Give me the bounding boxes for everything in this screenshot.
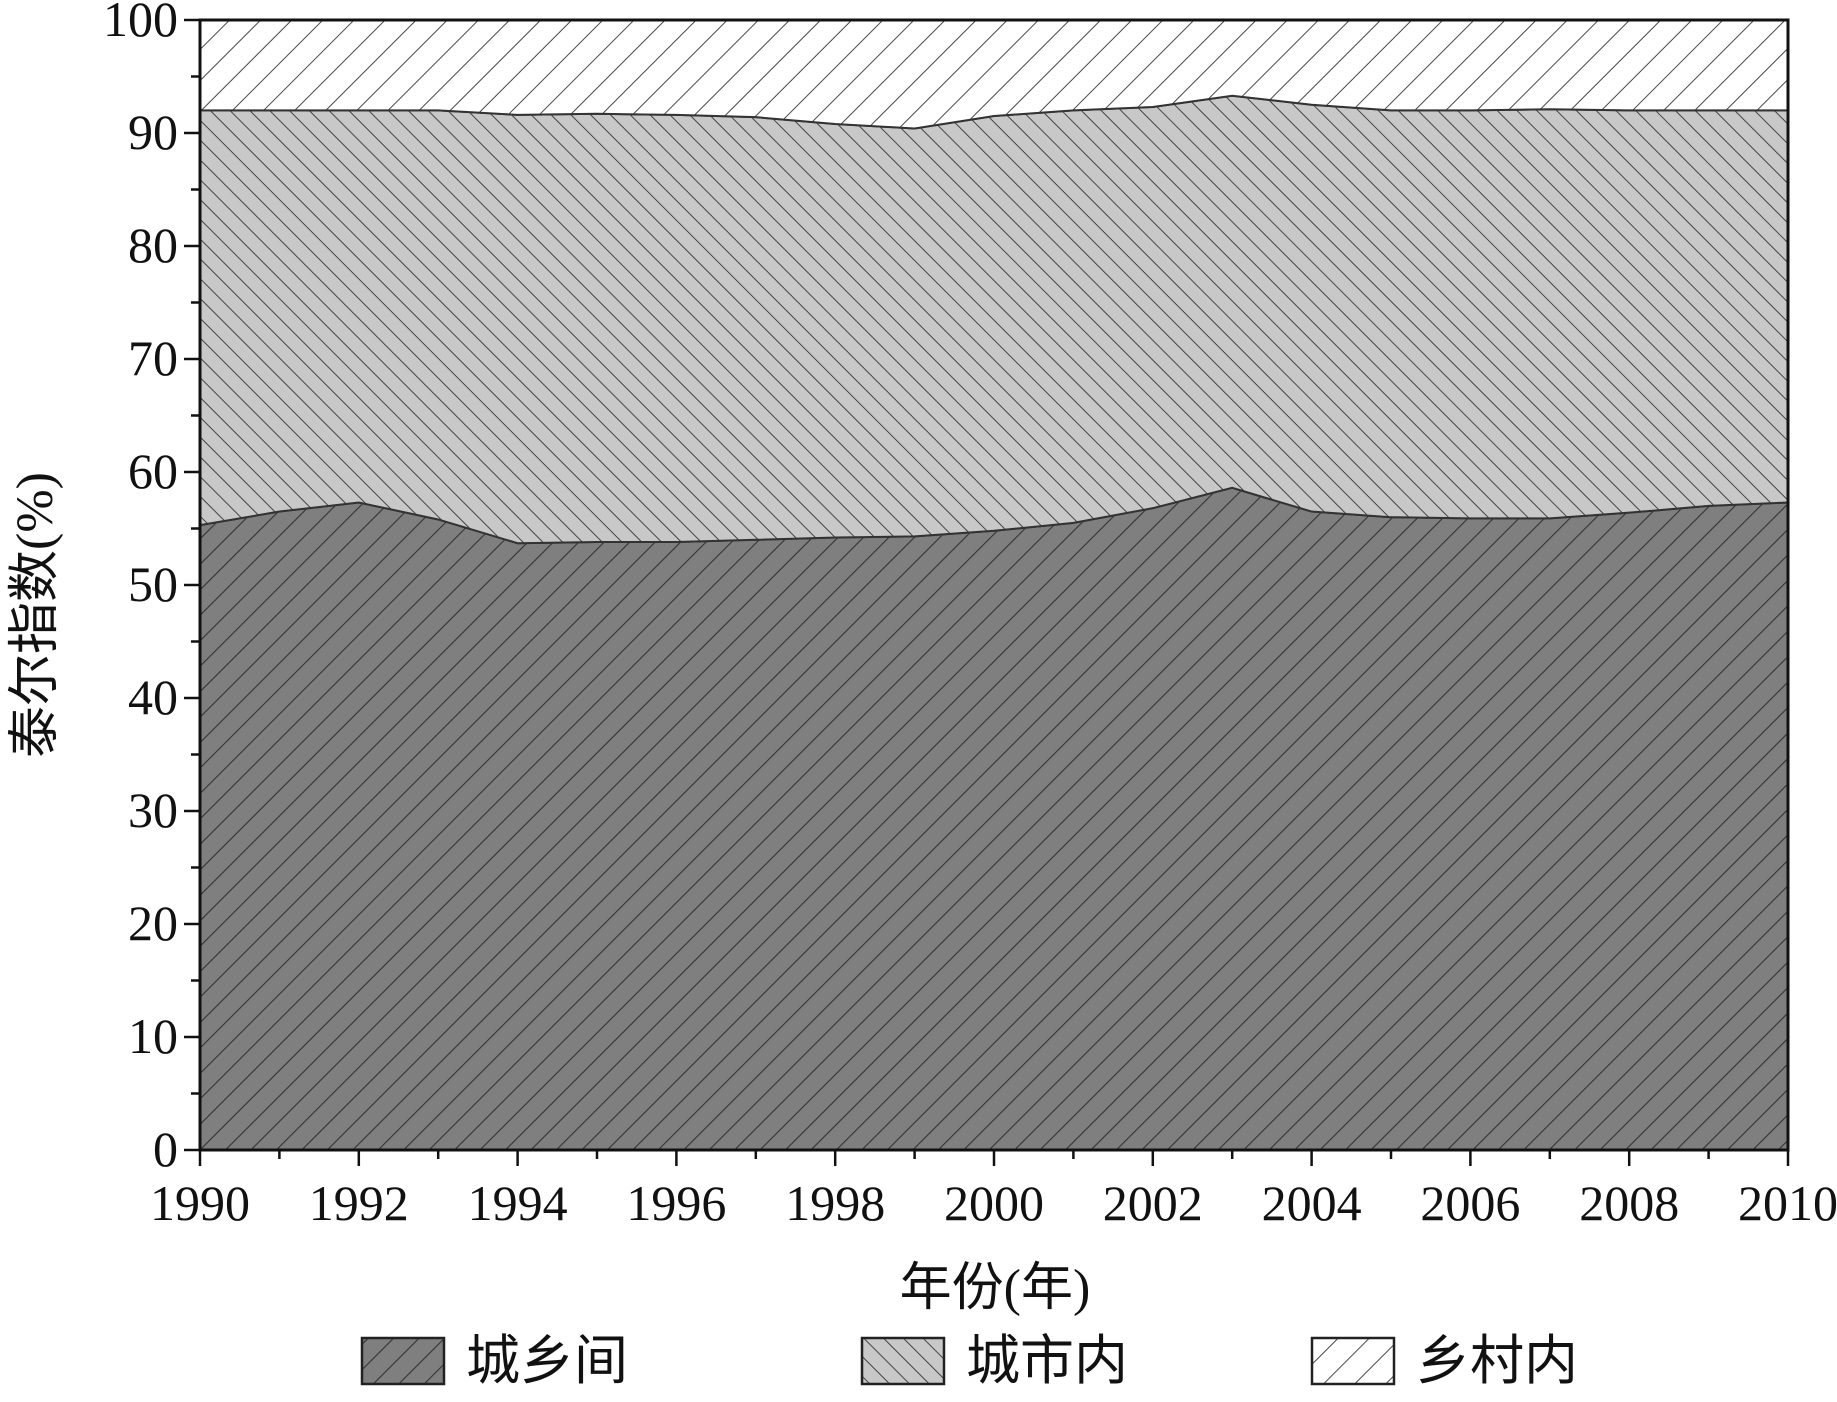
x-tick-label: 1996 <box>626 1175 726 1231</box>
legend-swatch <box>1310 1336 1396 1386</box>
area-within-urban <box>199 94 1789 545</box>
legend-label: 乡村内 <box>1416 1331 1578 1391</box>
x-tick-label: 1998 <box>785 1175 885 1231</box>
x-tick-label: 2010 <box>1738 1175 1837 1231</box>
area-urban-rural <box>199 486 1789 1151</box>
legend-item-urban-rural: 城乡间 <box>360 1331 628 1391</box>
x-tick-label: 1990 <box>150 1175 250 1231</box>
y-tick-label: 10 <box>128 1008 178 1064</box>
y-tick-label: 60 <box>128 443 178 499</box>
legend-item-within-rural: 乡村内 <box>1310 1331 1578 1391</box>
y-tick-label: 0 <box>153 1121 178 1177</box>
area-layer <box>199 19 1789 1151</box>
y-axis-title: 泰尔指数(%) <box>7 472 64 758</box>
x-tick-label: 2002 <box>1103 1175 1203 1231</box>
tick-label-layer: 0 10 20 30 40 50 60 70 80 90 100 1990 1992 1994 1996 19… <box>103 0 1837 1231</box>
x-tick-label: 1992 <box>309 1175 409 1231</box>
y-tick-label: 20 <box>128 895 178 951</box>
x-tick-label: 2004 <box>1262 1175 1362 1231</box>
legend-label: 城市内 <box>966 1331 1128 1391</box>
x-axis-title: 年份(年) <box>900 1260 1091 1317</box>
axes-layer <box>184 18 1790 1166</box>
x-tick-label: 2006 <box>1420 1175 1520 1231</box>
y-tick-label: 80 <box>128 217 178 273</box>
legend-item-within-urban: 城市内 <box>860 1331 1128 1391</box>
x-tick-label: 2000 <box>944 1175 1044 1231</box>
y-tick-label: 50 <box>128 556 178 612</box>
legend-swatch <box>860 1336 946 1386</box>
y-tick-label: 30 <box>128 782 178 838</box>
x-tick-label: 1994 <box>468 1175 568 1231</box>
y-tick-label: 90 <box>128 104 178 160</box>
y-tick-label: 100 <box>103 0 178 47</box>
legend: 城乡间 城市内 乡村内 <box>360 1331 1578 1391</box>
legend-swatch <box>360 1336 446 1386</box>
legend-label: 城乡间 <box>466 1331 628 1391</box>
x-tick-label: 2008 <box>1579 1175 1679 1231</box>
y-tick-label: 40 <box>128 669 178 725</box>
y-tick-label: 70 <box>128 330 178 386</box>
